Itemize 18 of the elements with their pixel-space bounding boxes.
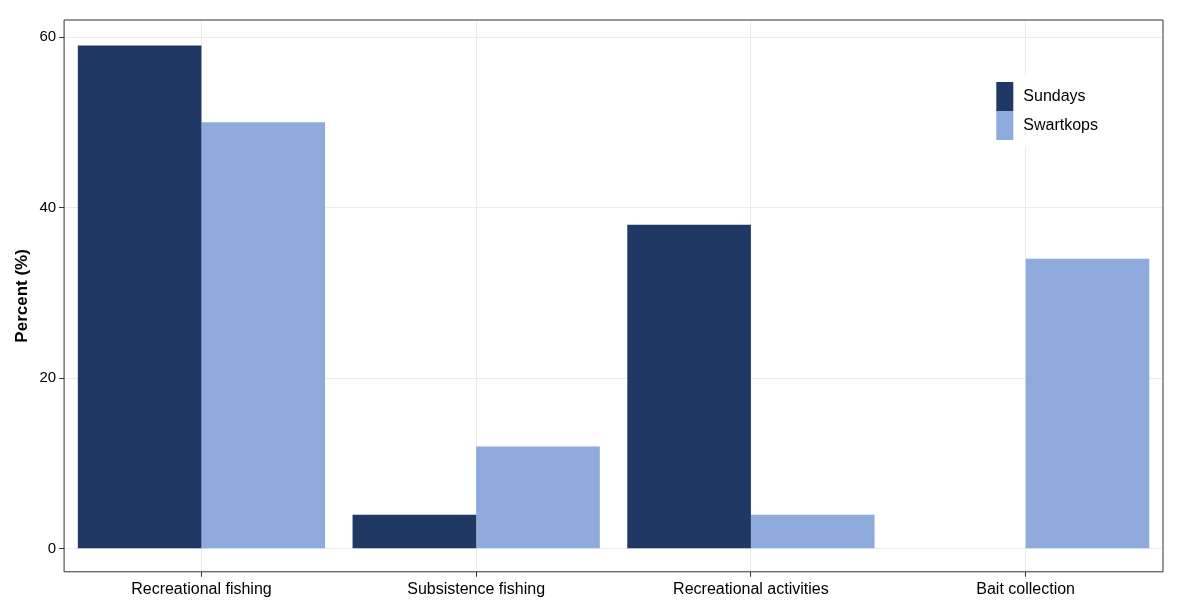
y-tick-label: 20 bbox=[39, 368, 57, 386]
legend-label: Sundays bbox=[1023, 87, 1086, 105]
bar bbox=[476, 446, 600, 549]
y-tick-label: 60 bbox=[39, 27, 57, 45]
x-tick-label: Bait collection bbox=[976, 579, 1075, 597]
bar bbox=[77, 45, 202, 549]
bar bbox=[352, 514, 477, 549]
legend-label: Swartkops bbox=[1023, 116, 1099, 134]
y-tick-label: 0 bbox=[47, 538, 57, 556]
x-tick-label: Subsistence fishing bbox=[407, 579, 546, 597]
bar bbox=[750, 514, 875, 549]
y-tick-label: 40 bbox=[39, 197, 57, 215]
bar bbox=[201, 122, 326, 549]
bar bbox=[1025, 258, 1150, 549]
y-axis-title: Percent (%) bbox=[11, 249, 31, 343]
x-tick-label: Recreational fishing bbox=[131, 579, 272, 597]
bar bbox=[627, 224, 751, 549]
x-tick-label: Recreational activities bbox=[673, 579, 829, 597]
